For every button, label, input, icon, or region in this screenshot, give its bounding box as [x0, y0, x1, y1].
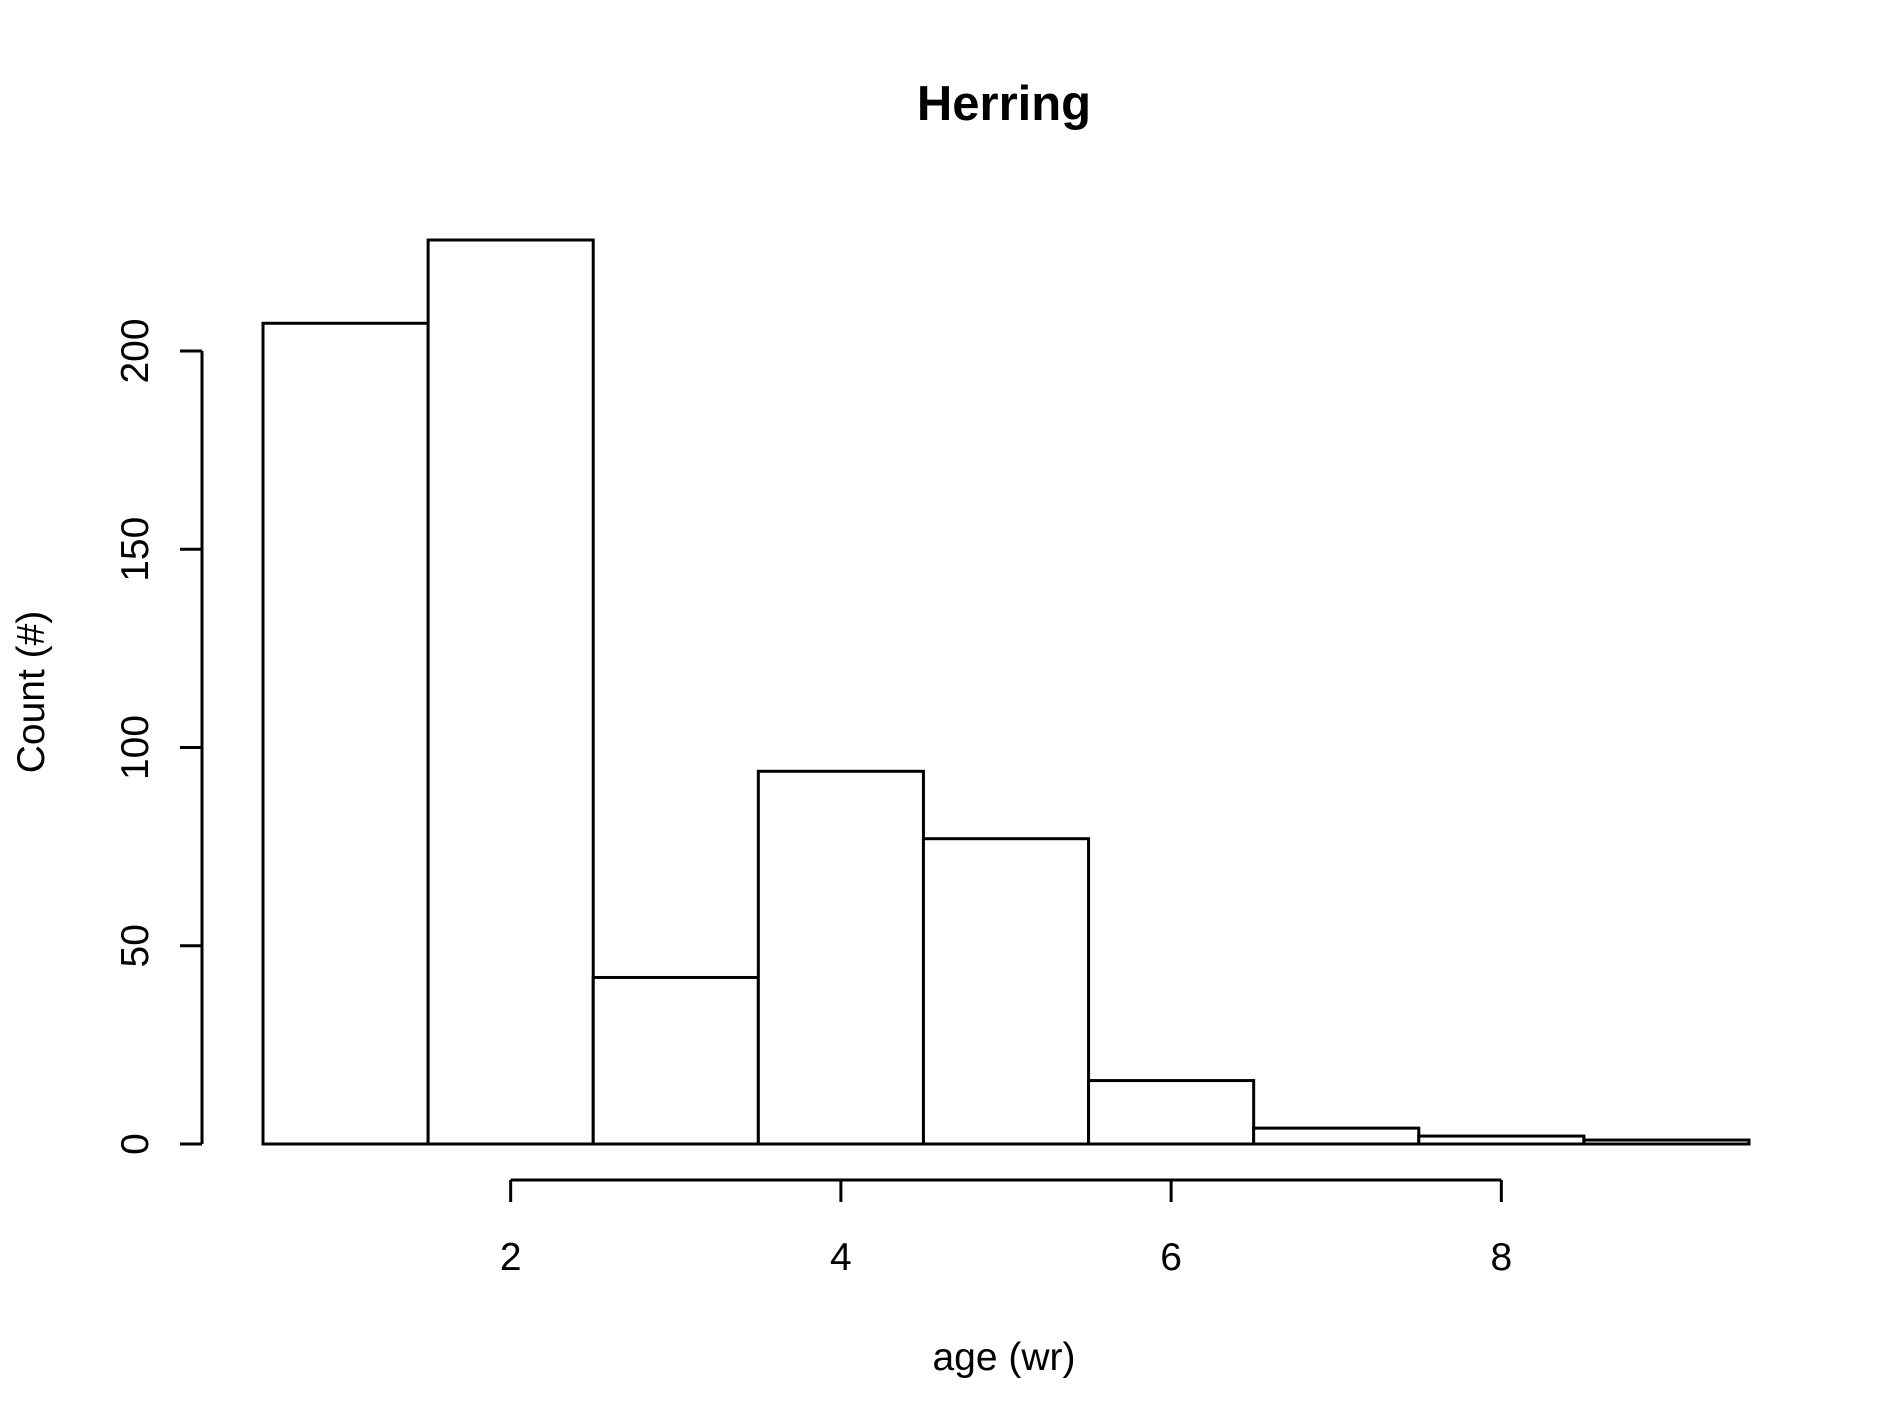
histogram-bar-9: [1582, 1138, 1751, 1146]
y-tick-label-0: 0: [114, 1133, 157, 1155]
histogram-bar-7: [1252, 1126, 1421, 1146]
histogram-bar-5: [921, 837, 1091, 1146]
x-tick-label-6: 6: [1160, 1236, 1182, 1279]
y-tick-label-100: 100: [114, 715, 157, 780]
y-axis-label: Count (#): [10, 611, 53, 774]
histogram-bar-8: [1417, 1134, 1586, 1146]
chart-title: Herring: [917, 77, 1091, 131]
x-tick-label-2: 2: [500, 1236, 522, 1279]
histogram-bar-6: [1087, 1079, 1256, 1146]
x-tick-label-4: 4: [830, 1236, 852, 1279]
x-tick-label-8: 8: [1490, 1236, 1512, 1279]
x-axis-label: age (wr): [932, 1336, 1075, 1379]
histogram-bar-4: [756, 769, 925, 1146]
y-tick-label-150: 150: [114, 517, 157, 582]
histogram-bar-3: [591, 975, 760, 1146]
y-axis: 0 50 100 150 200: [114, 318, 204, 1155]
y-tick-label-50: 50: [114, 924, 157, 967]
histogram-bar-2: [426, 238, 595, 1146]
x-axis: 2 4 6 8: [500, 1178, 1512, 1279]
bars-group: [261, 238, 1751, 1146]
y-tick-label-200: 200: [114, 318, 157, 383]
histogram-bar-1: [261, 321, 430, 1146]
